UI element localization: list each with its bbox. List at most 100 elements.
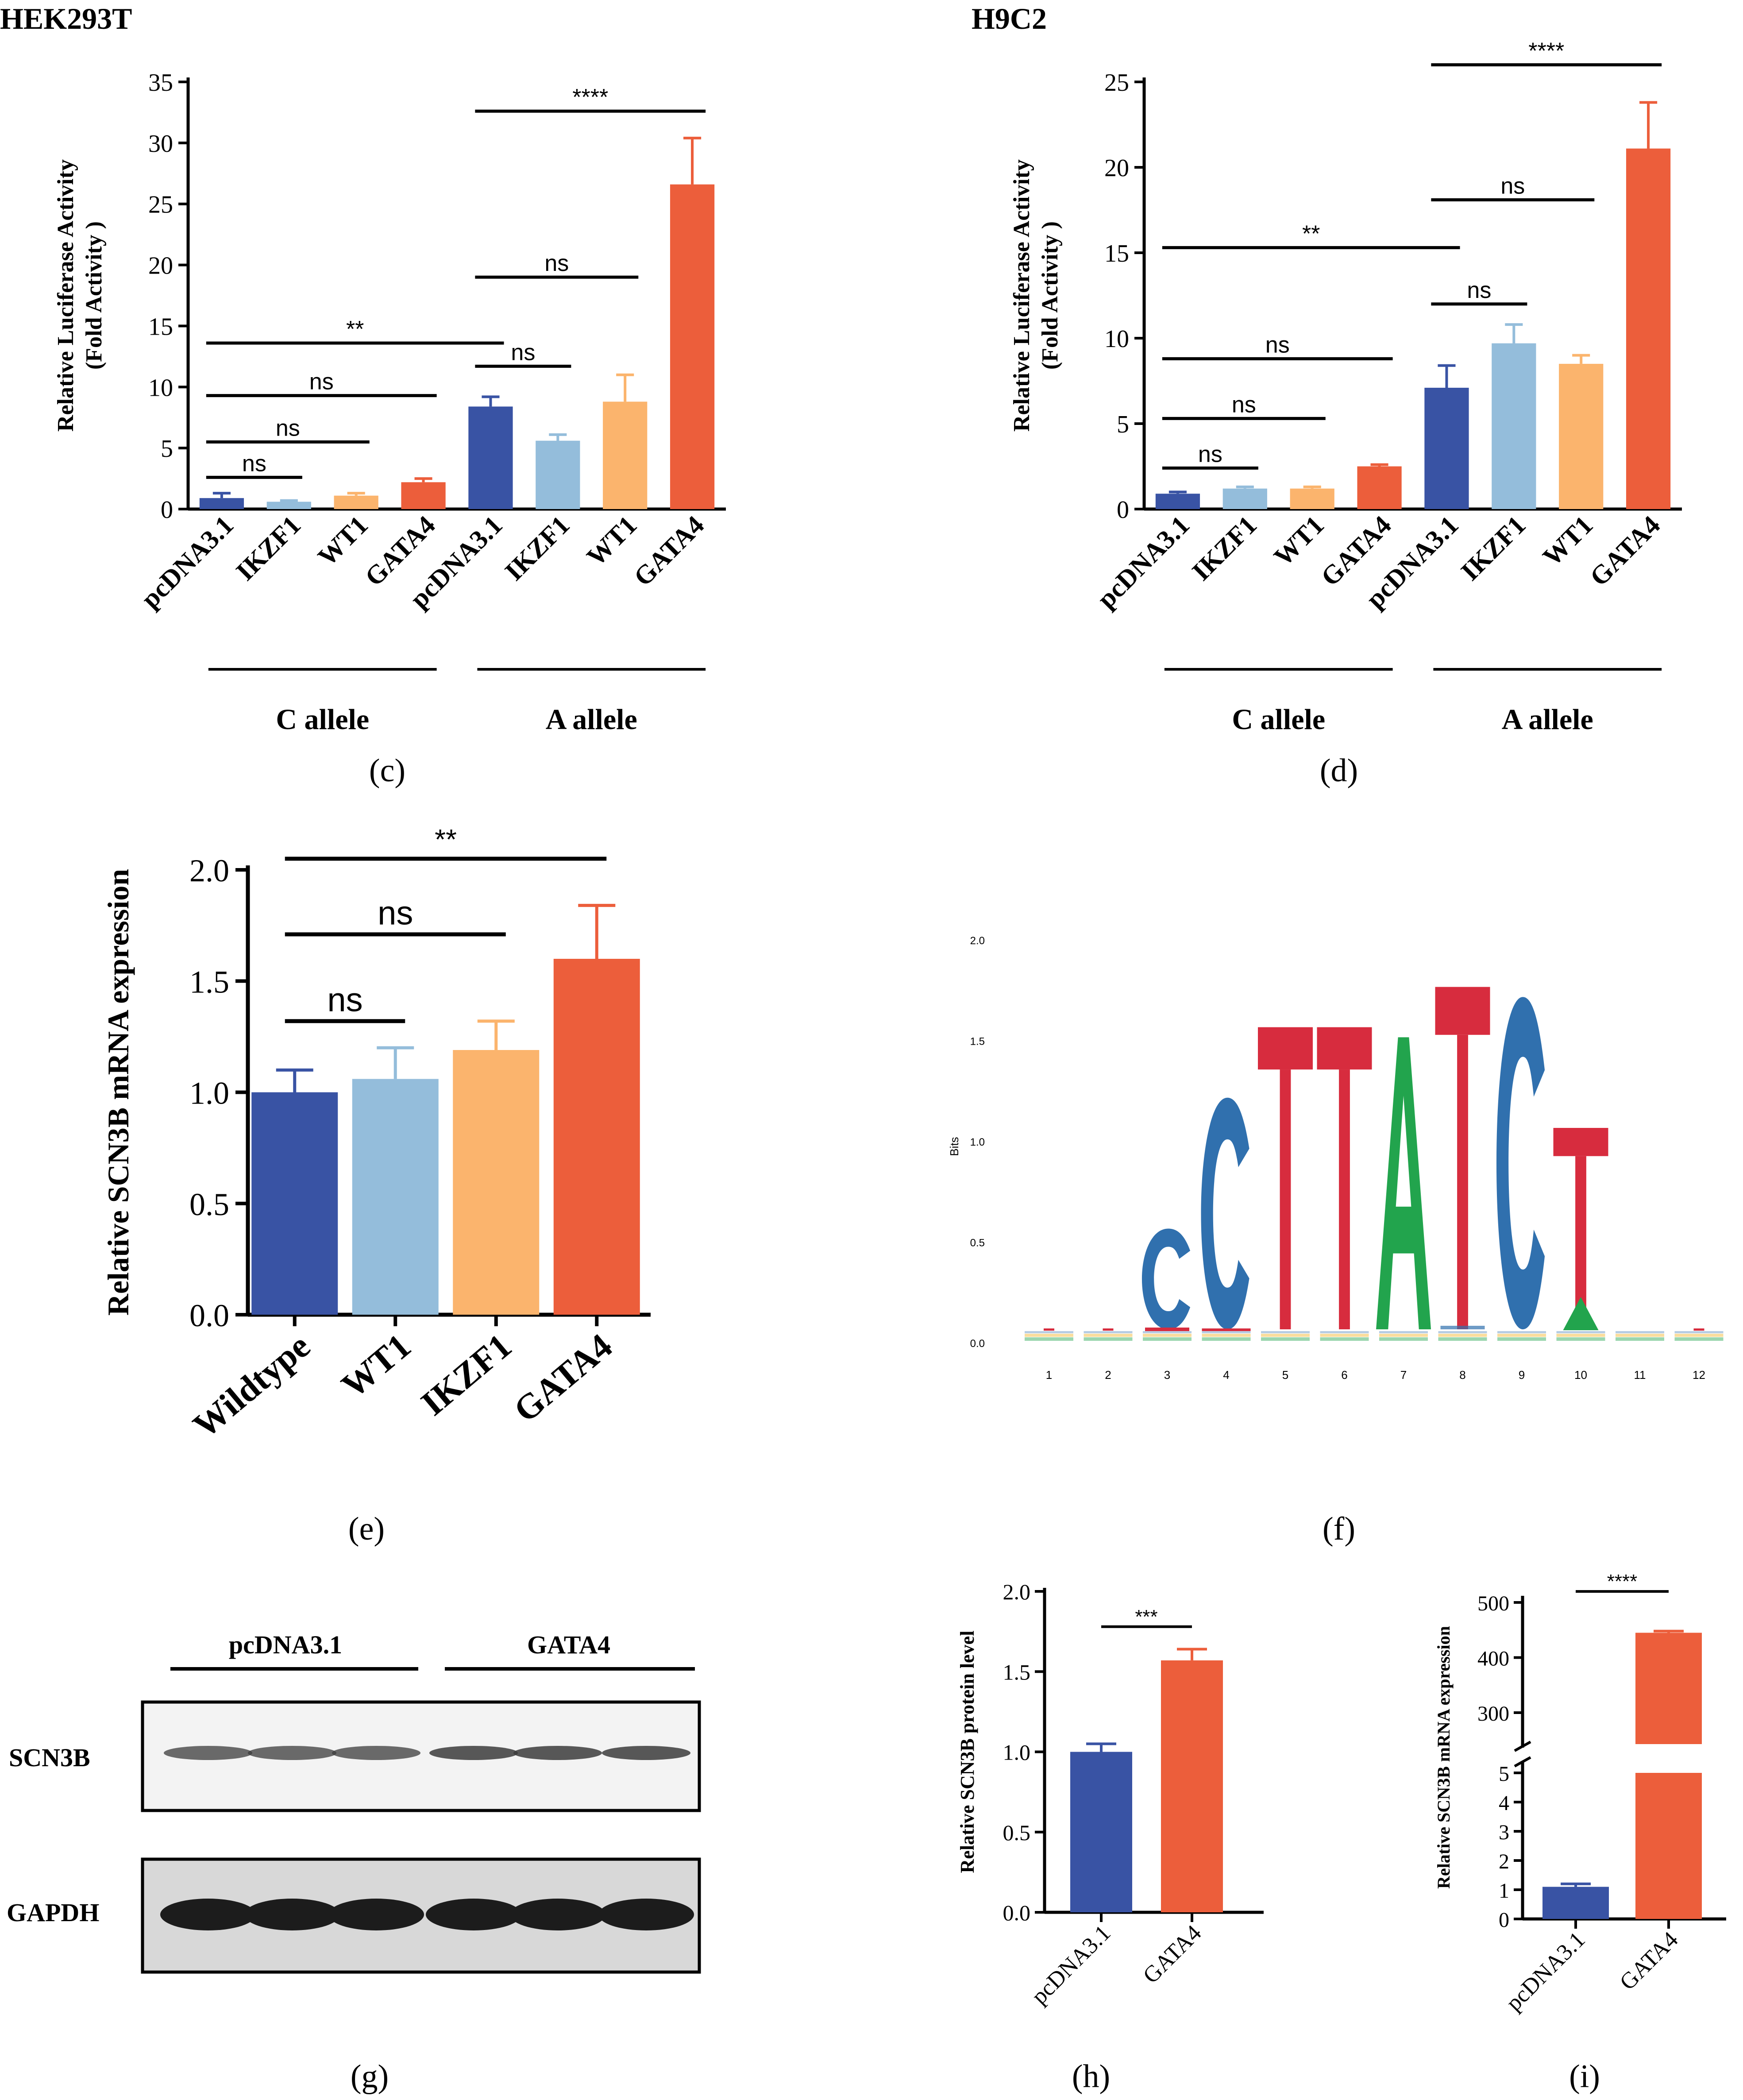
x-tick-label: 5: [1282, 1368, 1288, 1382]
minor-letter: [1438, 1337, 1487, 1341]
logo-letter-t-bar: [1258, 1027, 1313, 1070]
blot-band: [244, 1899, 340, 1930]
bar: [603, 401, 648, 509]
group-label: C allele: [276, 703, 369, 736]
logo-letter-c-shape: [1201, 1097, 1249, 1329]
bar: [468, 406, 513, 509]
minor-letter: [1145, 1328, 1189, 1331]
significance-label: ns: [327, 981, 362, 1019]
significance-label: **: [435, 823, 457, 855]
group-label: A allele: [546, 703, 637, 736]
significance-label: ****: [1607, 1571, 1638, 1592]
minor-letter: [1379, 1331, 1428, 1333]
significance-label: **: [1302, 221, 1320, 247]
significance-label: ns: [1265, 332, 1290, 358]
x-tick-label: 3: [1164, 1368, 1170, 1382]
significance-label: ns: [544, 251, 569, 276]
logo-letter-c-shape: [1141, 1228, 1191, 1329]
y-axis-label-unit: (Fold Activity ): [1037, 221, 1063, 370]
bar: [1290, 488, 1334, 509]
y-axis-label: Relative SCN3B mRNA expression: [101, 869, 135, 1316]
logo-letter-t-bar: [1553, 1128, 1608, 1156]
blot-band: [602, 1746, 690, 1760]
panel-label: (d): [1320, 753, 1358, 789]
significance-label: ****: [1528, 38, 1564, 64]
bar: [334, 495, 378, 509]
minor-letter: [1616, 1331, 1664, 1333]
panel-label: (c): [369, 753, 405, 789]
minor-letter: [1261, 1334, 1310, 1337]
y-tick-label: 2.0: [189, 853, 229, 888]
y-tick-label: 0.0: [1003, 1900, 1031, 1925]
x-tick-label: 1: [1046, 1368, 1052, 1382]
significance-label: ns: [1198, 441, 1222, 467]
blot-band: [328, 1899, 424, 1930]
blot-row-label: SCN3B: [9, 1743, 90, 1772]
x-tick-label: 2: [1105, 1368, 1111, 1382]
bar: [352, 1079, 439, 1315]
bar: [453, 1050, 540, 1315]
y-tick-label: 10: [148, 374, 173, 401]
panel-label: (e): [348, 1511, 385, 1547]
y-tick-label: 30: [148, 130, 173, 158]
y-tick-label: 20: [1104, 154, 1129, 182]
minor-letter: [1556, 1337, 1605, 1341]
minor-letter: [1084, 1337, 1133, 1341]
logo-letter-t-stem: [1457, 1035, 1468, 1329]
chart-title: HEK293T: [0, 2, 132, 35]
y-tick-label: 4: [1499, 1791, 1509, 1815]
blot-band: [164, 1746, 252, 1760]
minor-letter: [1202, 1334, 1251, 1337]
y-tick-label: 15: [1104, 240, 1129, 267]
minor-letter: [1674, 1334, 1724, 1337]
y-tick-label: 1.5: [189, 964, 229, 1000]
blot-band: [429, 1746, 518, 1760]
minor-letter: [1497, 1331, 1546, 1333]
minor-letter: [1379, 1337, 1428, 1341]
y-tick-label: 20: [148, 252, 173, 280]
minor-letter: [1143, 1337, 1192, 1341]
y-tick-label: 2.0: [970, 935, 985, 947]
significance-label: ns: [276, 415, 300, 441]
logo-letter: [1141, 1228, 1191, 1329]
axis-break-mark: [1514, 1741, 1531, 1752]
y-tick-label: 400: [1477, 1647, 1509, 1670]
y-tick-label: 0: [1117, 496, 1129, 524]
y-tick-label: 0: [161, 496, 173, 524]
bar: [1492, 343, 1536, 509]
minor-letter: [1379, 1334, 1428, 1337]
logo-letter-t-bar: [1317, 1027, 1372, 1070]
bar: [251, 1092, 338, 1315]
minor-letter: [1143, 1334, 1192, 1337]
minor-letter: [1616, 1334, 1664, 1337]
y-tick-label: 300: [1477, 1702, 1509, 1726]
logo-letter-t-stem: [1280, 1069, 1291, 1329]
y-axis-label: Relative Luciferase Activity: [1009, 159, 1034, 432]
blot-band: [248, 1746, 336, 1760]
y-tick-label: 0.0: [970, 1338, 985, 1350]
blot-band: [598, 1899, 694, 1930]
minor-letter: [1202, 1337, 1251, 1341]
y-tick-label: 1: [1499, 1879, 1509, 1903]
y-tick-label: 25: [1104, 69, 1129, 97]
minor-letter: [1616, 1337, 1664, 1341]
logo-letter: [1496, 997, 1545, 1329]
blot-row-label: GAPDH: [7, 1898, 99, 1927]
x-tick-label: 6: [1341, 1368, 1347, 1382]
y-tick-label: 3: [1499, 1821, 1509, 1844]
bar: [536, 440, 580, 509]
minor-letter: [1143, 1331, 1192, 1333]
bar: [401, 482, 446, 509]
significance-label: ns: [1232, 392, 1256, 417]
logo-letter: [1376, 1037, 1431, 1329]
axis-break-mark: [1514, 1756, 1531, 1768]
minor-letter: [1025, 1331, 1073, 1333]
bar: [1161, 1660, 1223, 1912]
panel-g-western-blot: pcDNA3.1 GATA4 SCN3B GAPDH (g): [7, 1630, 701, 2095]
minor-letter: [1563, 1297, 1599, 1330]
logo-letter-t-stem: [1339, 1069, 1350, 1329]
y-tick-label: 0.5: [189, 1187, 229, 1222]
group-label: C allele: [1232, 703, 1325, 736]
blot-band: [332, 1746, 420, 1760]
